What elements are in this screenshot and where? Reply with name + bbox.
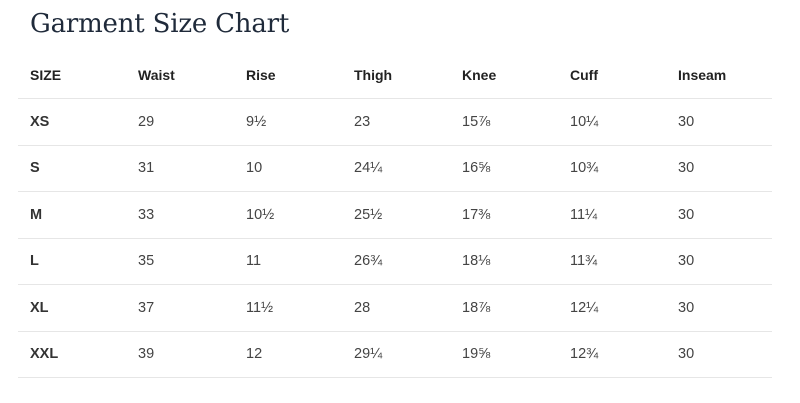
waist-cell: 33 <box>126 191 234 239</box>
header-rise: Rise <box>234 52 342 99</box>
thigh-cell: 28 <box>342 284 450 332</box>
waist-cell: 39 <box>126 331 234 378</box>
cuff-cell: 11¼ <box>558 191 666 239</box>
table-row: XL 37 11½ 28 18⅞ 12¼ 30 <box>18 284 772 332</box>
thigh-cell: 26¾ <box>342 238 450 285</box>
table-row: S 31 10 24¼ 16⅝ 10¾ 30 <box>18 145 772 192</box>
header-cuff: Cuff <box>558 52 666 99</box>
rise-cell: 12 <box>234 331 342 378</box>
thigh-cell: 29¼ <box>342 331 450 378</box>
header-waist: Waist <box>126 52 234 99</box>
thigh-cell: 23 <box>342 98 450 146</box>
cuff-cell: 11¾ <box>558 238 666 285</box>
size-cell: L <box>18 238 126 285</box>
inseam-cell: 30 <box>666 284 772 332</box>
thigh-cell: 24¼ <box>342 145 450 192</box>
rise-cell: 10½ <box>234 191 342 239</box>
cuff-cell: 12¾ <box>558 331 666 378</box>
knee-cell: 15⅞ <box>450 98 558 146</box>
header-size: SIZE <box>18 52 126 99</box>
table-row: XS 29 9½ 23 15⅞ 10¼ 30 <box>18 98 772 146</box>
header-inseam: Inseam <box>666 52 772 99</box>
table-header: SIZE Waist Rise Thigh Knee Cuff Inseam <box>18 52 772 99</box>
size-cell: XS <box>18 98 126 146</box>
size-cell: XXL <box>18 331 126 378</box>
size-cell: XL <box>18 284 126 332</box>
size-cell: M <box>18 191 126 239</box>
knee-cell: 18⅞ <box>450 284 558 332</box>
rise-cell: 9½ <box>234 98 342 146</box>
page-title: Garment Size Chart <box>30 9 290 39</box>
inseam-cell: 30 <box>666 191 772 239</box>
header-thigh: Thigh <box>342 52 450 99</box>
size-cell: S <box>18 145 126 192</box>
waist-cell: 31 <box>126 145 234 192</box>
table-body: XS 29 9½ 23 15⅞ 10¼ 30 S 31 10 24¼ 16⅝ 1… <box>18 98 772 378</box>
inseam-cell: 30 <box>666 98 772 146</box>
waist-cell: 35 <box>126 238 234 285</box>
inseam-cell: 30 <box>666 145 772 192</box>
table-row: M 33 10½ 25½ 17⅜ 11¼ 30 <box>18 191 772 239</box>
cuff-cell: 10¾ <box>558 145 666 192</box>
cuff-cell: 10¼ <box>558 98 666 146</box>
inseam-cell: 30 <box>666 238 772 285</box>
table-row: L 35 11 26¾ 18⅛ 11¾ 30 <box>18 238 772 285</box>
cuff-cell: 12¼ <box>558 284 666 332</box>
inseam-cell: 30 <box>666 331 772 378</box>
rise-cell: 11½ <box>234 284 342 332</box>
rise-cell: 11 <box>234 238 342 285</box>
knee-cell: 16⅝ <box>450 145 558 192</box>
header-row: SIZE Waist Rise Thigh Knee Cuff Inseam <box>18 52 772 99</box>
knee-cell: 19⅝ <box>450 331 558 378</box>
table-row: XXL 39 12 29¼ 19⅝ 12¾ 30 <box>18 331 772 378</box>
waist-cell: 37 <box>126 284 234 332</box>
waist-cell: 29 <box>126 98 234 146</box>
knee-cell: 17⅜ <box>450 191 558 239</box>
size-chart-table: SIZE Waist Rise Thigh Knee Cuff Inseam X… <box>18 52 772 378</box>
rise-cell: 10 <box>234 145 342 192</box>
knee-cell: 18⅛ <box>450 238 558 285</box>
header-knee: Knee <box>450 52 558 99</box>
thigh-cell: 25½ <box>342 191 450 239</box>
